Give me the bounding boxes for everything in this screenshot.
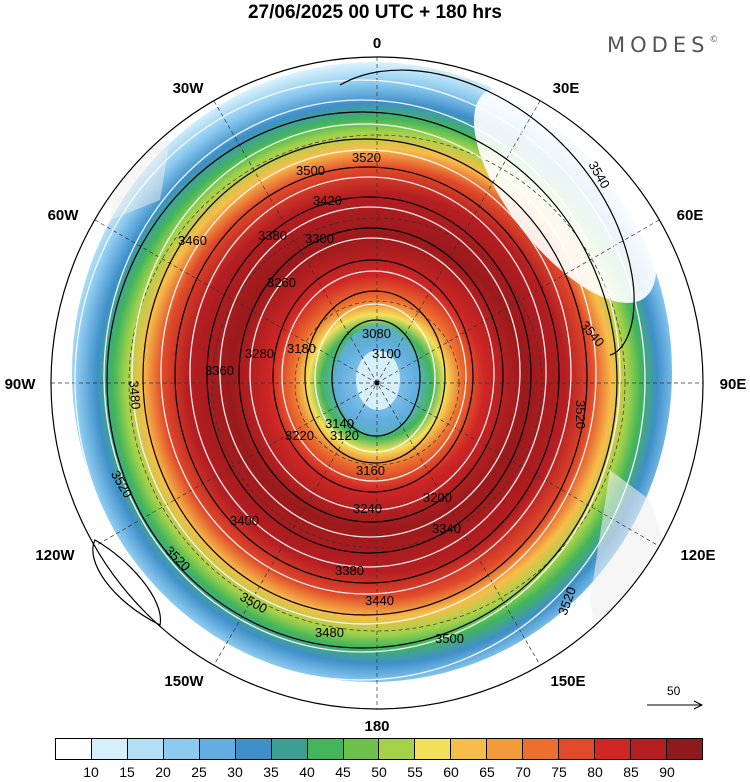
contour-label: 3200 bbox=[423, 490, 452, 505]
colorbar-swatch bbox=[379, 739, 416, 759]
colorbar-swatch bbox=[199, 739, 236, 759]
contour-label: 3280 bbox=[245, 346, 274, 361]
colorbar-swatch bbox=[235, 739, 272, 759]
colorbar-tick-label: 80 bbox=[587, 764, 603, 780]
contour-label: 3360 bbox=[205, 363, 234, 378]
colorbar-swatch bbox=[127, 739, 164, 759]
lon-label-120e: 120E bbox=[680, 547, 715, 564]
colorbar-swatch bbox=[415, 739, 452, 759]
lon-label-30w: 30W bbox=[173, 80, 205, 97]
map-boundary bbox=[50, 56, 704, 710]
lon-label-60w: 60W bbox=[48, 207, 80, 224]
contour-label: 3180 bbox=[287, 341, 316, 356]
colorbar-tick-label: 75 bbox=[551, 764, 567, 780]
colorbar-tick-label: 35 bbox=[263, 764, 279, 780]
colorbar-tick-label: 45 bbox=[335, 764, 351, 780]
lon-label-0: 0 bbox=[373, 35, 381, 52]
contour-label: 3460 bbox=[178, 233, 207, 248]
contour-label: 3340 bbox=[432, 521, 461, 536]
contour-label: 3100 bbox=[372, 346, 401, 361]
colorbar-swatch bbox=[631, 739, 667, 759]
colorbar bbox=[55, 738, 703, 760]
colorbar-swatch bbox=[666, 739, 702, 759]
colorbar-swatch bbox=[451, 739, 488, 759]
contour-label: 3380 bbox=[335, 563, 364, 578]
colorbar-labels: 10 15 20 25 30 35 40 45 50 55 60 65 70 75 80 85 90 bbox=[55, 764, 703, 782]
contour-label: 3420 bbox=[313, 193, 342, 208]
contour-label: 3260 bbox=[267, 275, 296, 290]
lon-label-90e: 90E bbox=[720, 376, 747, 393]
south-pole-marker bbox=[374, 380, 380, 386]
contour-label: 3240 bbox=[353, 501, 382, 516]
contour-label: 3480 bbox=[315, 625, 344, 640]
brand-mark: © bbox=[709, 35, 719, 45]
colorbar-tick-label: 20 bbox=[155, 764, 171, 780]
wind-streamlines bbox=[74, 79, 646, 681]
colorbar-tick-label: 70 bbox=[515, 764, 531, 780]
contour-label: 3080 bbox=[362, 326, 391, 341]
contour-label: 3400 bbox=[230, 513, 259, 528]
colorbar-swatch bbox=[559, 739, 596, 759]
colorbar-swatch bbox=[595, 739, 631, 759]
reference-arrow-icon bbox=[647, 700, 704, 710]
map-title: 27/06/2025 00 UTC + 180 hrs bbox=[247, 2, 503, 23]
lon-label-90w: 90W bbox=[5, 376, 37, 393]
polar-map: 3520 3500 3540 3480 3460 3420 3400 3380 … bbox=[5, 35, 747, 735]
colorbar-swatch bbox=[56, 739, 92, 759]
contour-label: 3120 bbox=[330, 428, 359, 443]
colorbar-tick-label: 60 bbox=[443, 764, 459, 780]
lon-label-120w: 120W bbox=[35, 547, 75, 564]
colorbar-swatch bbox=[487, 739, 524, 759]
colorbar-tick-label: 15 bbox=[119, 764, 135, 780]
lon-label-60e: 60E bbox=[677, 207, 704, 224]
lon-label-150e: 150E bbox=[550, 673, 585, 690]
colorbar-swatch bbox=[91, 739, 128, 759]
contour-label: 3520 bbox=[573, 400, 588, 429]
colorbar-tick-label: 55 bbox=[407, 764, 423, 780]
colorbar-tick-label: 50 bbox=[371, 764, 387, 780]
colorbar-swatch bbox=[523, 739, 560, 759]
brand-logo: MODES© bbox=[607, 33, 718, 57]
contour-label: 3480 bbox=[126, 380, 143, 410]
colorbar-tick-label: 25 bbox=[191, 764, 207, 780]
contour-labels: 3520 3500 3540 3480 3460 3420 3400 3380 … bbox=[108, 150, 613, 646]
lon-label-150w: 150W bbox=[164, 673, 204, 690]
brand-text: MODES bbox=[607, 33, 710, 57]
contour-label: 3520 bbox=[352, 150, 381, 165]
colorbar-swatch bbox=[343, 739, 380, 759]
reference-vector: 50 bbox=[645, 684, 705, 714]
colorbar-tick-label: 30 bbox=[227, 764, 243, 780]
colorbar-swatch bbox=[163, 739, 200, 759]
contour-label: 3500 bbox=[296, 163, 325, 178]
colorbar-swatch bbox=[307, 739, 344, 759]
contour-label: 3300 bbox=[305, 231, 334, 246]
lon-label-30e: 30E bbox=[553, 80, 580, 97]
colorbar-swatch bbox=[271, 739, 308, 759]
contour-label: 3140 bbox=[325, 416, 354, 431]
lon-label-180: 180 bbox=[364, 718, 389, 735]
colorbar-tick-label: 85 bbox=[623, 764, 639, 780]
colorbar-tick-label: 65 bbox=[479, 764, 495, 780]
contour-label: 3440 bbox=[365, 593, 394, 608]
contour-label: 3160 bbox=[356, 463, 385, 478]
height-contours bbox=[92, 69, 635, 649]
contour-label: 3380 bbox=[258, 228, 287, 243]
contour-label: 3220 bbox=[285, 428, 314, 443]
contour-label: 3500 bbox=[435, 631, 464, 646]
colorbar-tick-label: 90 bbox=[659, 764, 675, 780]
colorbar-tick-label: 40 bbox=[299, 764, 315, 780]
reference-vector-label: 50 bbox=[667, 684, 681, 698]
colorbar-tick-label: 10 bbox=[83, 764, 99, 780]
